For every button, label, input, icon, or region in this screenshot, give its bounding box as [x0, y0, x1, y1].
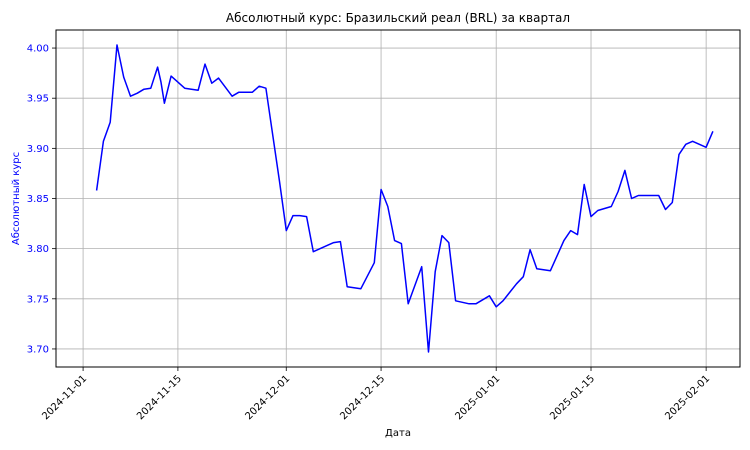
chart-title: Абсолютный курс: Бразильский реал (BRL) …	[226, 11, 570, 25]
x-tick-label: 2025-01-01	[453, 373, 502, 422]
y-tick-label: 3.90	[27, 144, 49, 155]
x-tick-label: 2024-12-15	[338, 373, 387, 422]
x-tick-label: 2025-02-01	[663, 373, 712, 422]
x-axis-label: Дата	[385, 428, 411, 439]
y-tick-label: 3.85	[27, 194, 49, 205]
x-tick-label: 2025-01-15	[548, 373, 597, 422]
x-tick-label: 2024-11-01	[40, 373, 89, 422]
y-tick-label: 3.75	[27, 294, 49, 305]
y-tick-label: 3.70	[27, 344, 49, 355]
y-tick-label: 3.80	[27, 244, 49, 255]
y-axis-label: Абсолютный курс	[11, 152, 22, 245]
y-tick-label: 4.00	[27, 44, 49, 55]
grid	[56, 30, 740, 367]
y-axis: 3.70 3.75 3.80 3.85 3.90 3.95 4.00	[27, 44, 56, 355]
series-line	[95, 44, 714, 353]
x-tick-label: 2024-11-15	[135, 373, 184, 422]
x-tick-label: 2024-12-01	[243, 373, 292, 422]
x-axis: 2024-11-01 2024-11-15 2024-12-01 2024-12-15…	[40, 367, 712, 422]
y-tick-label: 3.95	[27, 94, 49, 105]
